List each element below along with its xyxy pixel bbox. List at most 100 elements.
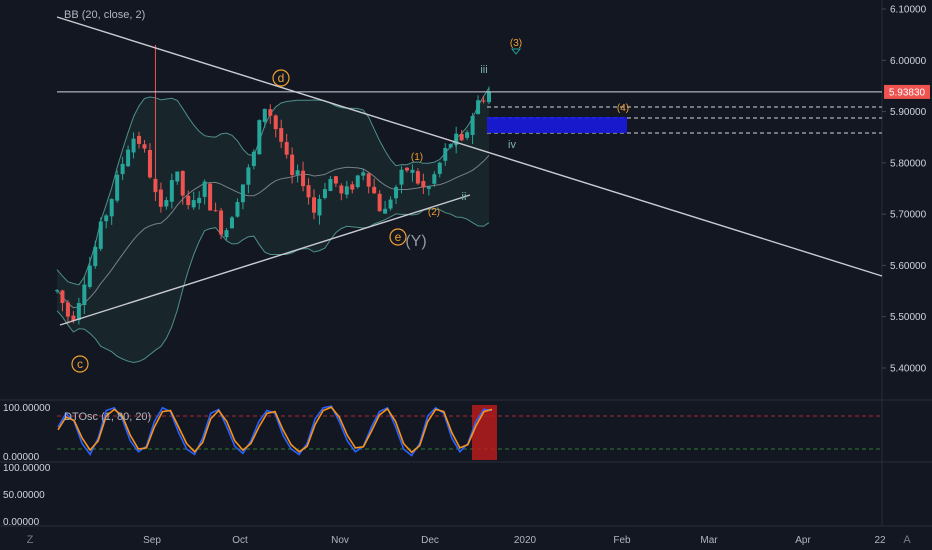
price-axis-tick: 5.80000	[890, 158, 927, 169]
price-axis[interactable]: 6.10000 6.00000 5.90000 5.80000 5.70000 5.600…	[882, 5, 927, 375]
price-axis-tick: 5.40000	[890, 364, 927, 375]
bb-basis-line	[56, 155, 490, 309]
candle-body	[147, 150, 152, 178]
candle-body	[426, 186, 431, 189]
candle-body	[219, 210, 224, 235]
candle-body	[240, 184, 245, 203]
candle-body	[421, 180, 426, 188]
wave-c-label: c	[77, 357, 83, 371]
candle-body	[322, 189, 327, 198]
candle-body	[312, 197, 317, 213]
candle-body	[169, 180, 174, 202]
candle-body	[487, 91, 491, 103]
bollinger-band-fill	[57, 88, 489, 363]
wave-i-label: i	[455, 138, 457, 150]
candle-body	[328, 179, 333, 191]
candle-body	[295, 170, 300, 175]
osc-axis-tick-0: 0.00000	[3, 452, 40, 463]
wave-d-label-ring	[272, 69, 290, 87]
price-axis-tick: 5.70000	[890, 210, 927, 221]
lower-axis-tick-0: 0.00000	[3, 517, 40, 528]
price-axis-tick: 5.60000	[890, 261, 927, 272]
candle-body	[306, 185, 311, 198]
time-label-feb: Feb	[613, 535, 631, 546]
candle-body	[131, 138, 136, 153]
wave-y-label: (Y)	[405, 233, 426, 250]
candle-body	[481, 100, 486, 102]
candle-body	[344, 186, 349, 195]
candle-body	[443, 148, 448, 161]
candle-body	[284, 142, 289, 155]
last-price-label: 5.93830	[889, 87, 926, 98]
price-axis-tick: 5.50000	[890, 312, 927, 323]
wave-3-label: (3)	[510, 38, 522, 49]
candle-body	[186, 195, 191, 206]
ascending-trendline	[59, 194, 471, 326]
bollinger-band-lines	[56, 87, 490, 364]
osc-overbought-zone	[472, 405, 497, 460]
time-label-mar: Mar	[700, 535, 718, 546]
candle-body	[279, 128, 284, 142]
candle-body	[415, 171, 420, 184]
candle-body	[454, 133, 459, 145]
candle-body	[191, 200, 196, 208]
chart-drawings	[56, 16, 883, 326]
lower-axis-tick-50: 50.00000	[3, 490, 45, 501]
bb-lower-line	[56, 208, 490, 364]
candle-body	[115, 174, 120, 201]
bb-indicator-label[interactable]: BB (20, close, 2)	[64, 9, 145, 21]
candle-body	[175, 171, 180, 182]
candle-body	[180, 171, 185, 196]
candle-body	[290, 154, 295, 176]
candle-body	[410, 169, 415, 173]
candle-body	[350, 184, 355, 190]
last-price-tag: 5.93830	[884, 84, 930, 99]
candle-body	[82, 284, 87, 306]
candle-body	[372, 186, 377, 194]
lower-pane-axis[interactable]: 100.00000 50.00000 0.00000	[3, 463, 51, 528]
candle-body	[333, 176, 338, 184]
candle-body	[93, 246, 98, 267]
candle-body	[87, 265, 92, 287]
wave-2-label: (2)	[428, 207, 440, 218]
candle-body	[224, 230, 229, 238]
wave-1-label: (1)	[411, 152, 423, 163]
lower-axis-tick-100: 100.00000	[3, 463, 51, 474]
candle-body	[268, 109, 273, 116]
candle-body	[246, 167, 251, 185]
candle-body	[153, 178, 158, 193]
candle-body	[366, 173, 371, 187]
bb-upper-line	[56, 87, 490, 286]
candle-body	[104, 215, 109, 222]
candle-body	[339, 185, 344, 194]
candle-body	[262, 108, 267, 123]
candle-body	[71, 315, 76, 322]
time-label-2020: 2020	[514, 535, 537, 546]
candle-body	[273, 115, 278, 130]
time-axis[interactable]: Sep Oct Nov Dec 2020 Feb Mar Apr 22	[143, 535, 886, 546]
candle-body	[432, 174, 437, 184]
wave-d-label: d	[278, 71, 285, 85]
wave-e-label: e	[395, 230, 402, 244]
candle-body	[465, 132, 470, 138]
candle-body	[202, 181, 207, 197]
wave-4-label: (4)	[617, 103, 629, 114]
wave-3-marker	[510, 48, 522, 55]
wave-iv-label: iv	[508, 139, 516, 151]
oscillator-pane[interactable]	[57, 405, 882, 460]
osc-axis-tick-100: 100.00000	[3, 403, 51, 414]
candle-body	[235, 202, 240, 217]
osc-axis[interactable]: 100.00000 0.00000	[3, 403, 51, 463]
candle-body	[76, 303, 81, 321]
candle-body	[355, 175, 360, 188]
time-label-dec: Dec	[421, 535, 439, 546]
price-axis-tick: 6.00000	[890, 56, 927, 67]
dtosc-indicator-label[interactable]: DTOsc (1, 80, 20)	[64, 411, 151, 423]
candle-body	[251, 151, 256, 167]
zoom-icon[interactable]: Z	[27, 534, 34, 546]
candle-body	[388, 199, 393, 209]
candle-body	[459, 134, 464, 141]
auto-scale-icon[interactable]: A	[903, 534, 911, 546]
